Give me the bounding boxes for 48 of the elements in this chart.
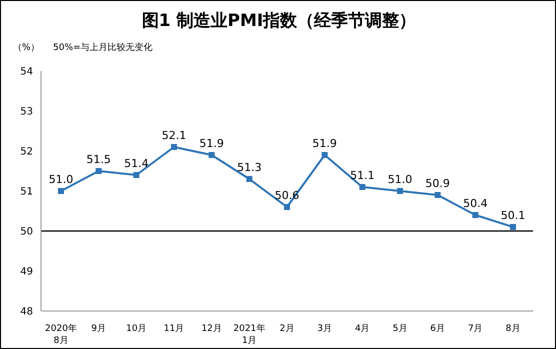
y-tick-label: 49 (20, 266, 33, 278)
y-tick-label: 52 (20, 146, 33, 158)
x-tick-label: 12月 (201, 324, 222, 334)
x-tick-label: 10月 (126, 324, 147, 334)
point (284, 204, 290, 210)
point (322, 152, 328, 158)
y-tick-label: 51 (20, 186, 33, 198)
y-tick-label: 54 (20, 66, 33, 78)
y-tick-label: 48 (20, 306, 33, 318)
data-label: 51.5 (86, 153, 111, 166)
text: 50%=与上月比较无变化 (53, 42, 153, 54)
point (359, 184, 366, 190)
x-tick-label: 9月 (91, 324, 106, 334)
data-label: 51.0 (388, 173, 412, 186)
data-label: 51.3 (237, 161, 262, 174)
point (397, 188, 403, 194)
data-label: 50.1 (500, 209, 526, 222)
y-tick-label: 50 (20, 226, 33, 238)
x-tick-label: 2020年 8月 (45, 323, 77, 346)
x-tick-label: 8月 (506, 324, 520, 334)
data-label: 50.4 (463, 197, 488, 210)
data-label: 51.9 (312, 137, 337, 150)
point (58, 188, 64, 194)
point (208, 152, 215, 158)
y-axis-title: （%） (13, 42, 40, 54)
x-tick-label: 3月 (317, 324, 332, 334)
data-label: 51.1 (350, 169, 375, 182)
data-label: 51.0 (48, 173, 74, 186)
x-tick-label: 7月 (468, 324, 483, 334)
data-label: 52.1 (162, 129, 186, 142)
x-tick-label: 4月 (354, 324, 370, 334)
data-label: 51.4 (124, 157, 149, 170)
point (96, 168, 102, 174)
x-tick-label: 6月 (430, 324, 446, 334)
x-tick-label: 2月 (280, 324, 294, 334)
chart-title: 图1 制造业PMI指数（经季节调整） (140, 10, 418, 32)
data-label: 51.9 (199, 137, 224, 150)
point (133, 172, 140, 178)
point (472, 212, 478, 218)
y-tick-label: 53 (20, 106, 33, 118)
x-tick-label: 11月 (164, 324, 184, 334)
x-tick-label: 2021年 1月 (233, 323, 266, 346)
point (171, 144, 177, 150)
point (434, 192, 441, 198)
point (246, 176, 252, 182)
point (510, 224, 516, 230)
data-label: 50.9 (425, 177, 450, 190)
x-tick-label: 5月 (392, 324, 408, 334)
